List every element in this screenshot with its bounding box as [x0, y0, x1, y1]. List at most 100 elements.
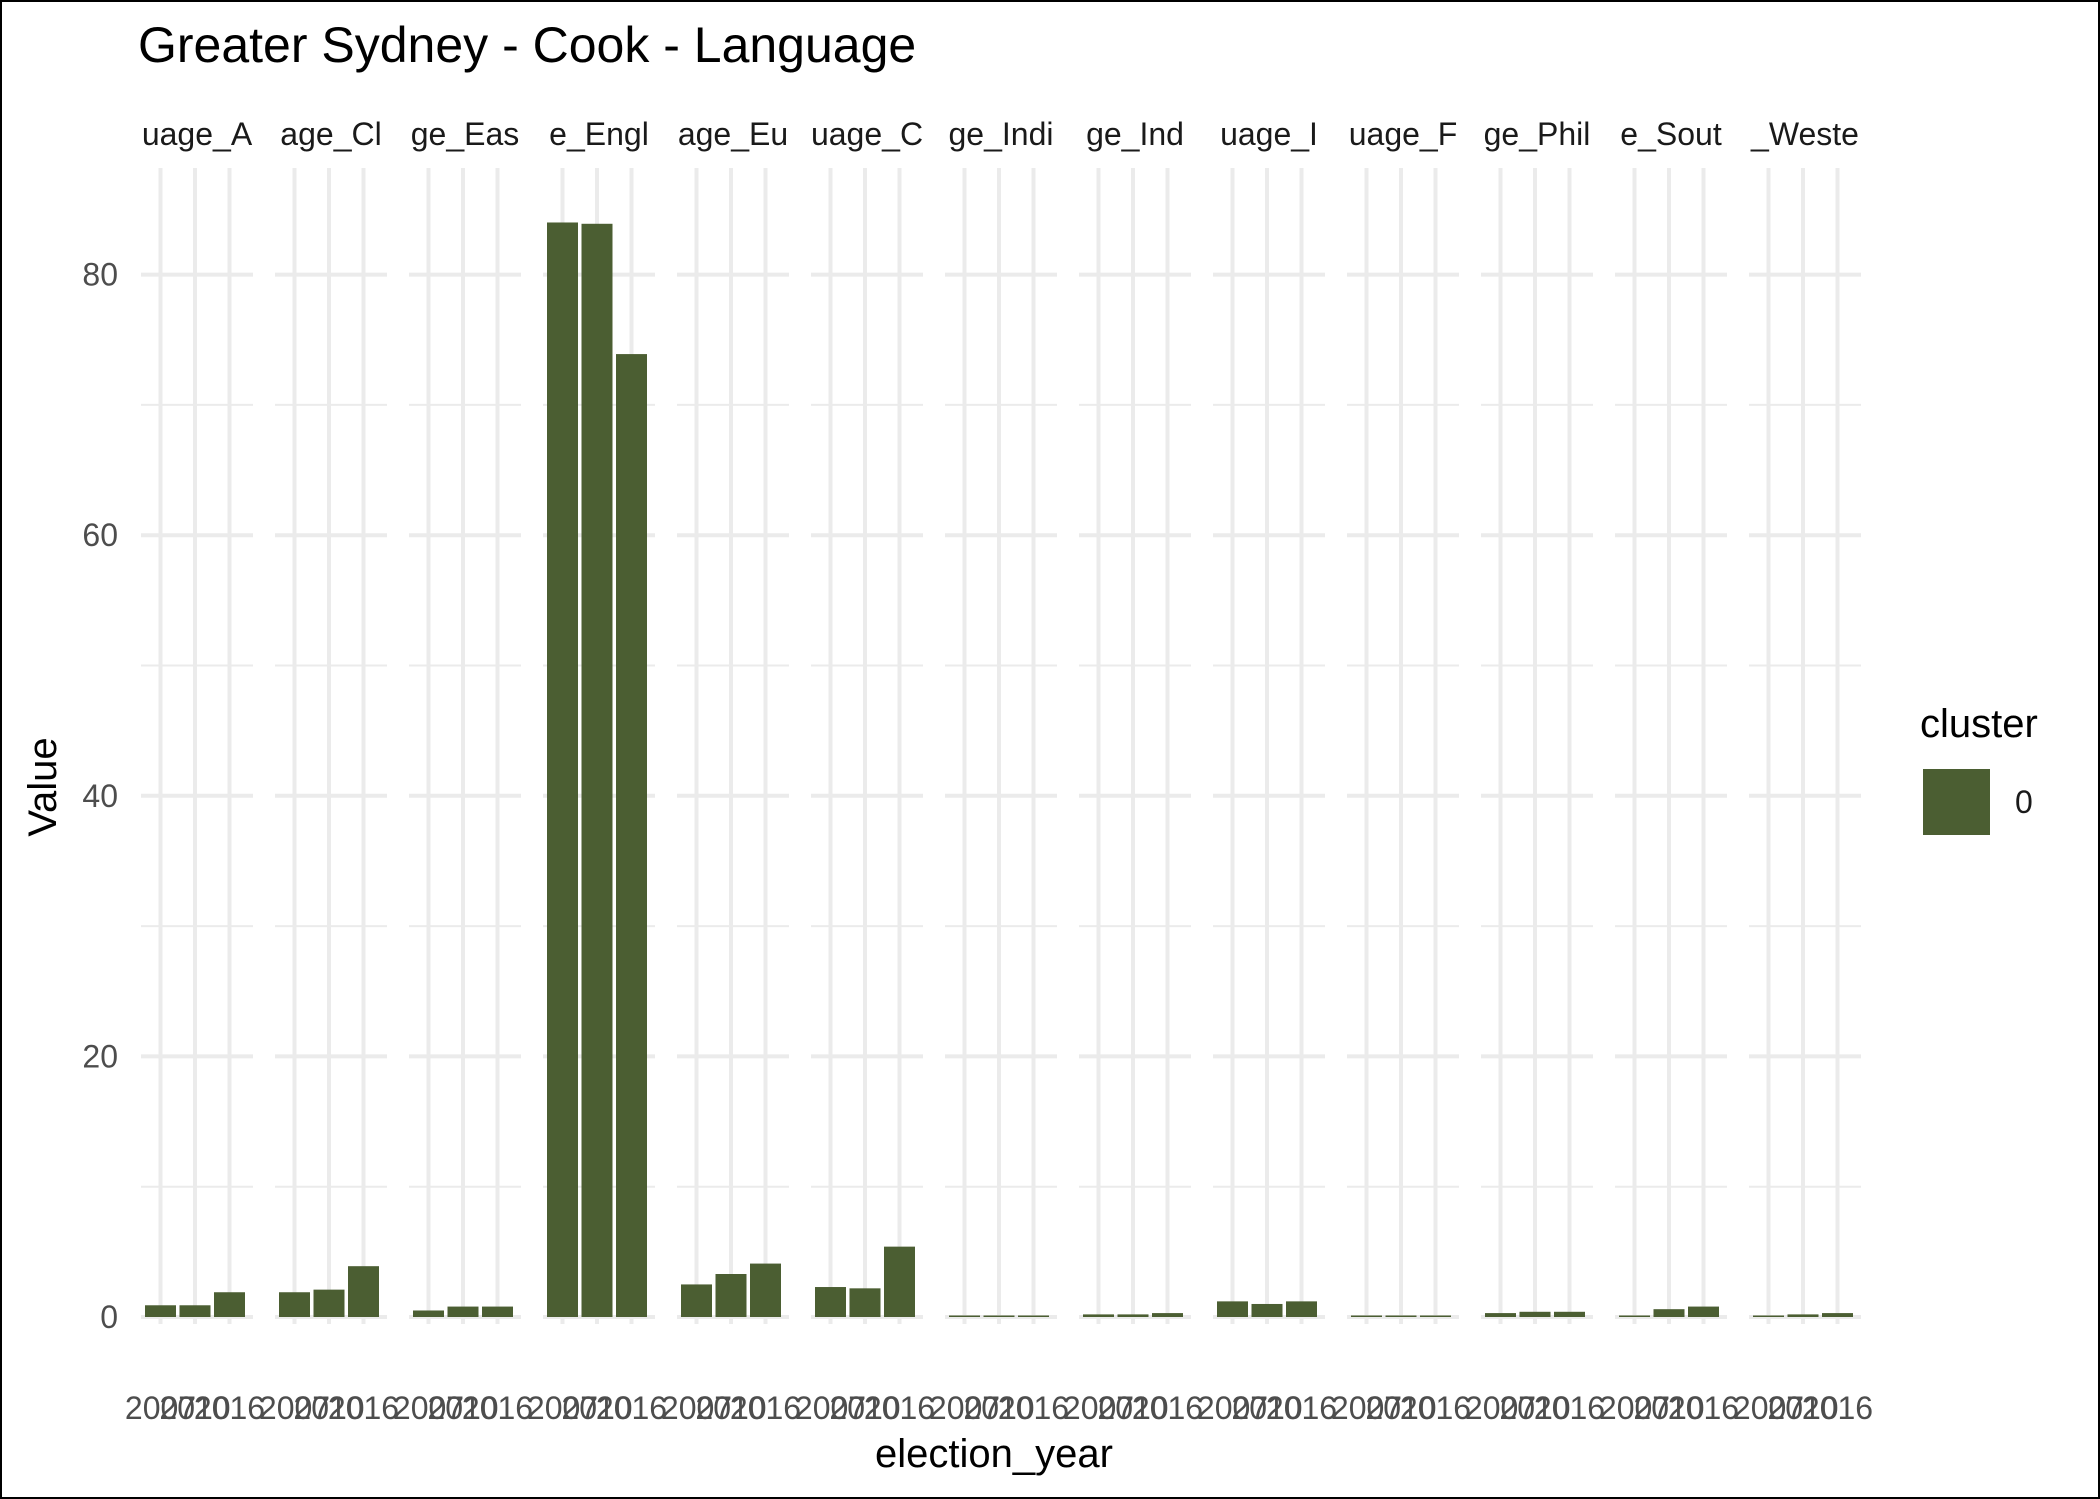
y-tick-label: 40 — [82, 778, 118, 814]
chart-title: Greater Sydney - Cook - Language — [138, 17, 916, 73]
x-tick-label: 2016 — [1400, 1390, 1471, 1426]
y-axis-tick-labels: 0 20 40 60 80 — [82, 257, 118, 1335]
x-tick-label: 2016 — [194, 1390, 265, 1426]
x-tick-label: 2016 — [596, 1390, 667, 1426]
x-tick-label: 2010 — [1365, 1390, 1436, 1426]
facet-strip-label: uage_A — [142, 116, 253, 152]
bar — [983, 1315, 1015, 1317]
x-tick-label: 2010 — [1633, 1390, 1704, 1426]
legend-swatch-0 — [1923, 769, 1990, 835]
bar — [1420, 1315, 1451, 1317]
bar — [581, 223, 613, 1318]
bar — [1385, 1315, 1417, 1317]
x-tick-label: 2007 — [1063, 1390, 1134, 1426]
bar — [1152, 1313, 1183, 1317]
x-tick-label: 2016 — [328, 1390, 399, 1426]
bar — [145, 1305, 176, 1317]
x-tick-label: 2016 — [1802, 1390, 1873, 1426]
x-tick-label: 2016 — [1668, 1390, 1739, 1426]
bar — [1554, 1311, 1585, 1317]
bar — [715, 1274, 747, 1317]
bar — [547, 222, 578, 1318]
bars — [145, 222, 1853, 1318]
facet-strip-label: _Weste — [1750, 116, 1859, 152]
x-tick-label: 2016 — [462, 1390, 533, 1426]
legend: cluster 0 — [1920, 702, 2038, 835]
bar — [447, 1306, 479, 1317]
bar — [681, 1284, 712, 1317]
bar — [1753, 1315, 1784, 1317]
bar — [1653, 1309, 1685, 1317]
x-tick-label: 2010 — [1767, 1390, 1838, 1426]
x-tick-label: 2007 — [929, 1390, 1000, 1426]
y-axis-label: Value — [21, 737, 65, 836]
x-tick-label: 2016 — [1534, 1390, 1605, 1426]
x-tick-label: 2007 — [527, 1390, 598, 1426]
bar — [884, 1246, 915, 1317]
bar — [815, 1287, 846, 1317]
bar — [482, 1306, 513, 1317]
x-tick-label: 2007 — [661, 1390, 732, 1426]
x-tick-label: 2010 — [561, 1390, 632, 1426]
bar — [1251, 1303, 1283, 1317]
bar — [1822, 1313, 1853, 1317]
facet-strip-label: uage_C — [811, 116, 923, 152]
bar — [1083, 1314, 1114, 1317]
bar — [1117, 1314, 1149, 1317]
facet-strip-label: ge_Phil — [1484, 116, 1591, 152]
x-tick-label: 2016 — [1266, 1390, 1337, 1426]
facet-strip-labels: uage_A age_Cl ge_Eas e_Engl age_Eu uage_C ge_I… — [142, 116, 1859, 152]
bar — [179, 1305, 211, 1317]
x-tick-label: 2010 — [1499, 1390, 1570, 1426]
bar — [1787, 1314, 1819, 1317]
facet-strip-label: age_Cl — [280, 116, 381, 152]
legend-title: cluster — [1920, 702, 2038, 746]
x-tick-label: 2010 — [159, 1390, 230, 1426]
facet-strip-label: uage_F — [1349, 116, 1458, 152]
bar — [1688, 1306, 1719, 1317]
facet-strip-label: e_Sout — [1620, 116, 1722, 152]
x-tick-label: 2007 — [1599, 1390, 1670, 1426]
x-tick-label: 2010 — [427, 1390, 498, 1426]
bar — [1485, 1313, 1516, 1317]
x-tick-label: 2007 — [259, 1390, 330, 1426]
facet-strip-label: e_Engl — [549, 116, 649, 152]
x-tick-label: 2007 — [1197, 1390, 1268, 1426]
y-tick-label: 60 — [82, 517, 118, 553]
bar — [1619, 1315, 1650, 1317]
bar — [1018, 1315, 1049, 1317]
x-tick-label: 2007 — [1733, 1390, 1804, 1426]
bar — [313, 1289, 345, 1317]
x-tick-label: 2016 — [730, 1390, 801, 1426]
bar — [214, 1292, 245, 1317]
bar — [413, 1310, 444, 1317]
x-tick-label: 2010 — [1231, 1390, 1302, 1426]
x-tick-label: 2016 — [1132, 1390, 1203, 1426]
x-tick-label: 2007 — [1331, 1390, 1402, 1426]
x-tick-label: 2007 — [795, 1390, 866, 1426]
x-tick-label: 2010 — [293, 1390, 364, 1426]
x-tick-label: 2007 — [125, 1390, 196, 1426]
x-axis-label: election_year — [875, 1432, 1113, 1476]
legend-label-0: 0 — [2015, 784, 2033, 820]
bar — [750, 1263, 781, 1317]
x-axis-tick-labels: 2007201020162007201020162007201020162007… — [125, 1390, 1873, 1426]
facet-strip-label: ge_Eas — [411, 116, 520, 152]
y-tick-label: 80 — [82, 257, 118, 293]
facet-strip-label: ge_Ind — [1086, 116, 1184, 152]
x-tick-label: 2007 — [393, 1390, 464, 1426]
bar — [849, 1288, 881, 1317]
x-tick-label: 2010 — [829, 1390, 900, 1426]
x-tick-label: 2010 — [1097, 1390, 1168, 1426]
facet-strip-label: uage_I — [1220, 116, 1318, 152]
bar — [1351, 1315, 1382, 1317]
bar — [949, 1315, 980, 1317]
grid-layer — [141, 168, 1861, 1324]
bar — [1286, 1301, 1317, 1317]
x-tick-label: 2010 — [695, 1390, 766, 1426]
x-tick-label: 2007 — [1465, 1390, 1536, 1426]
bar — [279, 1292, 310, 1317]
x-tick-label: 2010 — [963, 1390, 1034, 1426]
